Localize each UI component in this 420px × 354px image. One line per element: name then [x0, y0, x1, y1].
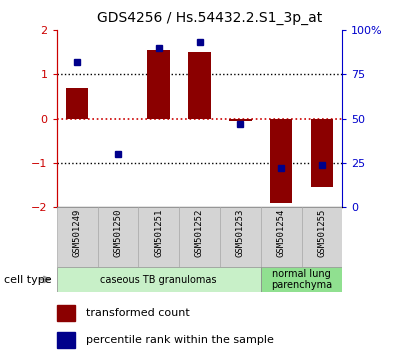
Text: GSM501255: GSM501255 — [318, 209, 326, 257]
Text: caseous TB granulomas: caseous TB granulomas — [100, 275, 217, 285]
Bar — [261, 207, 302, 267]
Bar — [57, 332, 75, 348]
Text: GSM501250: GSM501250 — [113, 209, 122, 257]
Bar — [57, 305, 75, 321]
Bar — [302, 207, 342, 267]
Bar — [311, 119, 333, 187]
Text: cell type: cell type — [4, 275, 52, 285]
Bar — [138, 207, 179, 267]
Bar — [57, 267, 261, 292]
Bar — [188, 52, 211, 119]
Bar — [147, 50, 170, 119]
Text: GSM501253: GSM501253 — [236, 209, 245, 257]
Bar — [57, 207, 97, 267]
Text: GSM501249: GSM501249 — [73, 209, 81, 257]
Bar — [179, 207, 220, 267]
Bar — [229, 119, 252, 121]
Bar — [97, 207, 138, 267]
Text: transformed count: transformed count — [87, 308, 190, 318]
Text: GSM501251: GSM501251 — [154, 209, 163, 257]
Bar — [261, 267, 342, 292]
Text: normal lung
parenchyma: normal lung parenchyma — [271, 269, 332, 291]
Text: GSM501252: GSM501252 — [195, 209, 204, 257]
Bar — [66, 87, 88, 119]
Text: percentile rank within the sample: percentile rank within the sample — [87, 335, 274, 346]
Bar — [220, 207, 261, 267]
Bar — [270, 119, 292, 202]
Text: GDS4256 / Hs.54432.2.S1_3p_at: GDS4256 / Hs.54432.2.S1_3p_at — [97, 11, 323, 25]
Text: GSM501254: GSM501254 — [277, 209, 286, 257]
